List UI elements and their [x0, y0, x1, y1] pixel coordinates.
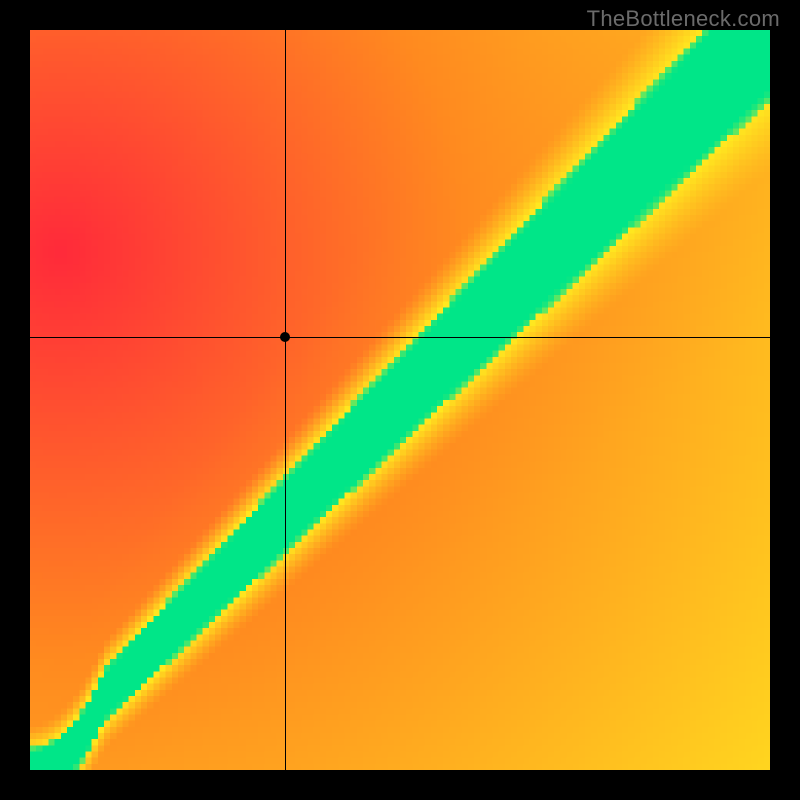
heatmap-plot	[30, 30, 770, 770]
watermark-text: TheBottleneck.com	[587, 6, 780, 32]
chart-frame: TheBottleneck.com	[0, 0, 800, 800]
crosshair-horizontal	[30, 337, 770, 338]
heatmap-canvas	[30, 30, 770, 770]
marker-dot	[280, 332, 290, 342]
crosshair-vertical	[285, 30, 286, 770]
